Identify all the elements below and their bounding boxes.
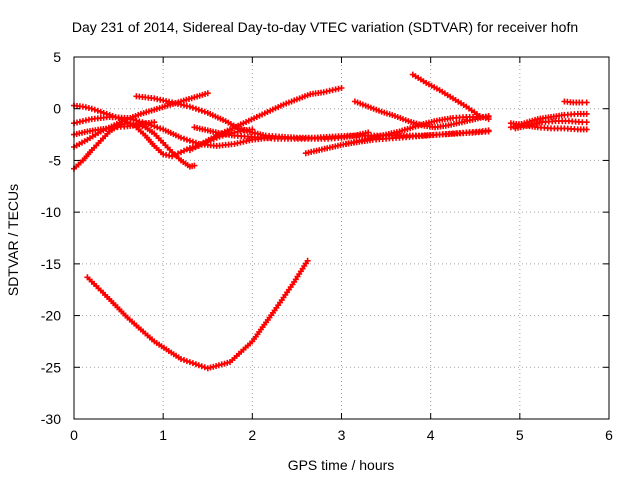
data-point [192,105,199,112]
data-point [304,257,311,264]
y-axis-label: SDTVAR / TECUs [5,184,21,296]
data-point [91,106,98,113]
data-point [201,108,208,115]
data-point [88,105,95,112]
data-point [189,360,196,367]
data-point [181,135,187,142]
data-point [191,162,198,169]
data-point [183,358,190,365]
x-tick-label: 2 [248,427,256,443]
data-point [476,113,483,119]
data-point [112,114,119,120]
data-point [157,125,164,132]
data-point [338,85,345,91]
series-line [135,95,490,139]
y-tick-label: -20 [41,308,61,324]
x-axis-label: GPS time / hours [288,457,395,473]
data-point [192,361,199,368]
series-16 [512,118,590,132]
data-point [201,364,208,371]
y-tick-labels: -30 -25 -20 -15 -10 -5 0 5 [41,49,61,427]
x-tick-label: 5 [516,427,524,443]
data-series [71,71,590,372]
data-point [482,115,489,121]
data-point [186,103,193,110]
series-9 [191,124,372,142]
data-point [189,138,196,145]
data-point [195,106,202,113]
data-point [198,107,205,114]
grid [74,57,609,419]
x-tick-label: 3 [338,427,346,443]
data-point [130,116,137,123]
data-point [97,108,104,115]
series-6 [71,119,158,138]
x-tick-label: 1 [159,427,167,443]
y-tick-label: -10 [41,204,61,220]
series-line [86,259,309,370]
series-1 [84,257,311,372]
axis-ticks [73,56,610,420]
x-tick-label: 6 [605,427,613,443]
y-tick-label: -15 [41,256,61,272]
data-point [186,359,193,366]
data-point [151,119,158,126]
data-point [183,136,190,143]
data-point [103,110,110,117]
data-point [583,126,590,133]
series-8 [186,85,345,154]
series-17 [561,98,590,106]
data-point [154,124,161,131]
data-point [204,90,211,97]
data-point [485,116,492,123]
series-11 [343,127,492,147]
y-tick-label: 5 [53,49,61,65]
x-tick-label: 0 [70,427,78,443]
series-12 [351,98,492,131]
data-point [186,137,193,144]
data-point [583,119,590,126]
data-point [178,356,184,362]
data-point [479,114,486,120]
y-tick-label: -5 [49,152,62,168]
y-tick-label: -25 [41,359,61,375]
data-point [198,363,205,370]
data-point [583,110,590,117]
data-point [109,113,116,119]
x-tick-labels: 0 1 2 3 4 5 6 [70,427,613,443]
data-point [365,129,372,136]
data-point [485,127,492,134]
data-point [106,111,113,118]
y-tick-label: -30 [41,411,61,427]
x-tick-label: 4 [427,427,435,443]
chart-title: Day 231 of 2014, Sidereal Day-to-day VTE… [72,19,578,35]
data-point [189,104,196,111]
data-point [100,109,107,116]
y-tick-label: 0 [53,101,61,117]
data-point [178,134,184,141]
data-point [181,357,187,363]
series-13 [409,71,492,123]
data-point [195,362,202,369]
data-point [94,107,101,114]
data-point [133,117,140,124]
data-point [583,99,590,106]
